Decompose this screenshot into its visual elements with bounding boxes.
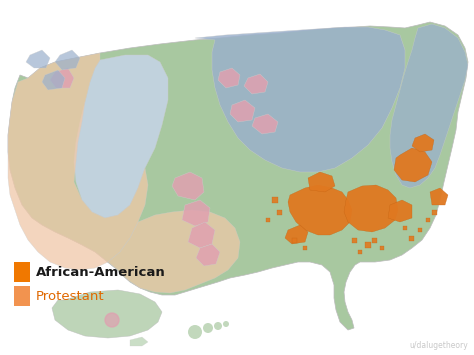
Text: African-American: African-American <box>36 266 166 279</box>
Bar <box>14 286 30 306</box>
Bar <box>303 246 307 250</box>
Bar <box>380 246 384 250</box>
Polygon shape <box>108 210 240 293</box>
Polygon shape <box>390 24 468 188</box>
Bar <box>266 218 270 222</box>
Circle shape <box>203 323 213 333</box>
Bar <box>432 209 438 214</box>
Bar <box>353 237 357 242</box>
Polygon shape <box>42 70 65 90</box>
Polygon shape <box>285 225 308 244</box>
Polygon shape <box>430 188 448 205</box>
Polygon shape <box>252 114 278 134</box>
Polygon shape <box>8 53 148 270</box>
Polygon shape <box>130 337 148 346</box>
Circle shape <box>223 321 229 327</box>
Bar <box>426 218 430 222</box>
Polygon shape <box>195 27 405 172</box>
Polygon shape <box>344 185 398 232</box>
Polygon shape <box>8 22 468 330</box>
Bar <box>410 235 414 240</box>
Circle shape <box>214 322 222 330</box>
Polygon shape <box>188 222 215 248</box>
Polygon shape <box>26 50 50 68</box>
Bar <box>14 262 30 282</box>
Polygon shape <box>52 290 162 338</box>
Polygon shape <box>172 172 204 200</box>
Bar <box>365 242 371 248</box>
Bar <box>358 250 362 254</box>
Circle shape <box>188 325 202 339</box>
Circle shape <box>105 313 119 327</box>
Polygon shape <box>308 172 335 192</box>
Text: u/dalugetheory: u/dalugetheory <box>409 341 468 350</box>
Polygon shape <box>394 148 432 182</box>
Polygon shape <box>230 100 255 122</box>
Bar <box>373 237 377 242</box>
Polygon shape <box>182 200 210 226</box>
Polygon shape <box>50 68 74 88</box>
Polygon shape <box>218 68 240 88</box>
Bar <box>292 237 298 242</box>
Polygon shape <box>412 134 434 152</box>
Bar <box>277 209 283 214</box>
Polygon shape <box>244 74 268 94</box>
Bar <box>418 228 422 232</box>
Polygon shape <box>74 55 168 218</box>
Bar <box>403 226 407 230</box>
Polygon shape <box>388 200 412 222</box>
Polygon shape <box>55 50 80 70</box>
Bar <box>272 197 278 203</box>
Text: Protestant: Protestant <box>36 289 105 302</box>
Polygon shape <box>196 244 220 266</box>
Polygon shape <box>288 185 352 235</box>
